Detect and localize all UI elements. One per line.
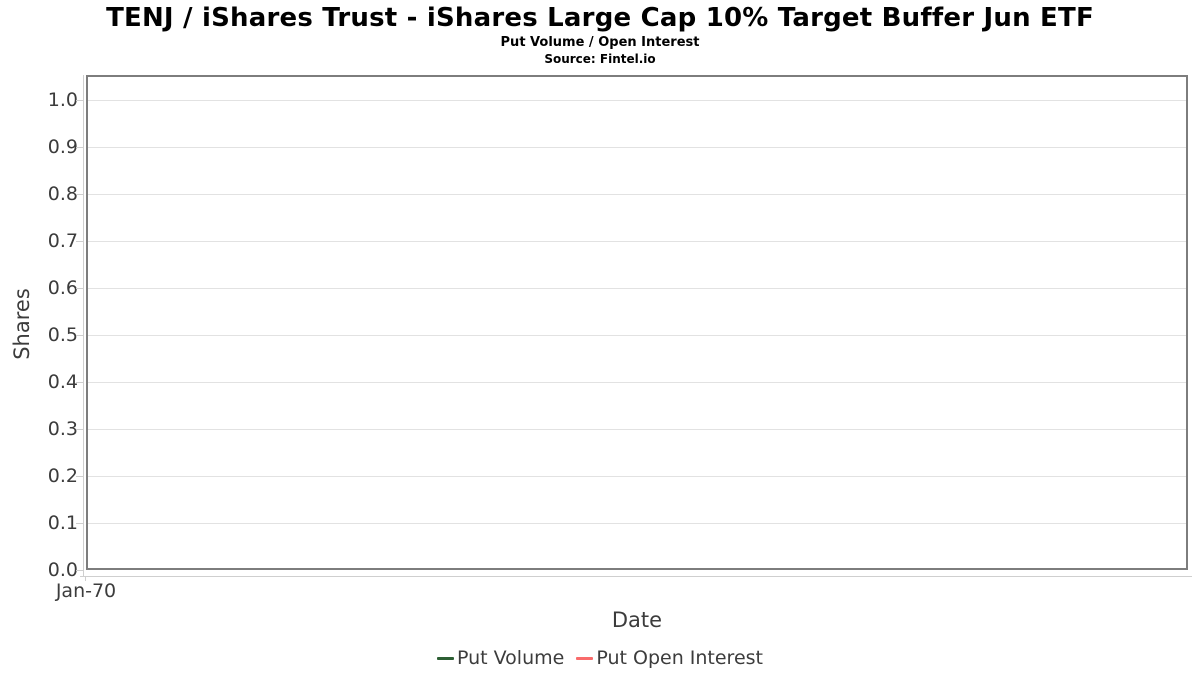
y-tick-label: 0.6 [47, 277, 78, 299]
y-tick-label: 0.7 [47, 230, 78, 252]
y-tick-mark [76, 570, 83, 571]
gridline [88, 429, 1186, 430]
gridline [88, 241, 1186, 242]
y-tick-label: 0.3 [47, 418, 78, 440]
legend-item: Put Volume [437, 647, 564, 669]
y-axis-line [83, 75, 84, 577]
y-tick-label: 0.9 [47, 136, 78, 158]
legend-label: Put Open Interest [596, 647, 763, 669]
gridline [88, 194, 1186, 195]
chart-subtitle: Put Volume / Open Interest [500, 35, 700, 50]
legend-line-icon [576, 656, 594, 660]
y-tick-mark [76, 476, 83, 477]
y-tick-mark [76, 147, 83, 148]
x-axis-title: Date [611, 608, 663, 632]
y-tick-mark [76, 382, 83, 383]
gridline [88, 288, 1186, 289]
gridline [88, 335, 1186, 336]
legend: Put Volume Put Open Interest [0, 647, 1200, 669]
legend-label: Put Volume [457, 647, 565, 669]
y-axis-title: Shares [10, 288, 34, 360]
gridline [88, 100, 1186, 101]
gridline [88, 147, 1186, 148]
y-tick-mark [76, 523, 83, 524]
y-tick-label: 1.0 [47, 89, 78, 111]
x-tick-mark [85, 576, 86, 581]
plot-area [86, 75, 1188, 570]
y-tick-label: 0.2 [47, 465, 78, 487]
gridline [88, 476, 1186, 477]
x-axis-line [80, 576, 1192, 577]
y-tick-mark [76, 288, 83, 289]
legend-line-icon [437, 656, 454, 660]
y-tick-mark [76, 429, 83, 430]
y-tick-mark [76, 100, 83, 101]
gridline [88, 523, 1186, 524]
y-tick-mark [76, 194, 83, 195]
y-tick-mark [76, 241, 83, 242]
chart-title: TENJ / iShares Trust - iShares Large Cap… [106, 3, 1094, 33]
y-tick-label: 0.4 [47, 371, 78, 393]
gridline [88, 382, 1186, 383]
y-tick-label: 0.1 [47, 512, 78, 534]
legend-item: Put Open Interest [576, 647, 763, 669]
x-tick-label: Jan-70 [55, 580, 117, 602]
y-tick-label: 0.0 [47, 559, 78, 581]
y-tick-mark [76, 335, 83, 336]
y-tick-label: 0.8 [47, 183, 78, 205]
chart-source: Source: Fintel.io [544, 52, 656, 66]
y-tick-label: 0.5 [47, 324, 78, 346]
